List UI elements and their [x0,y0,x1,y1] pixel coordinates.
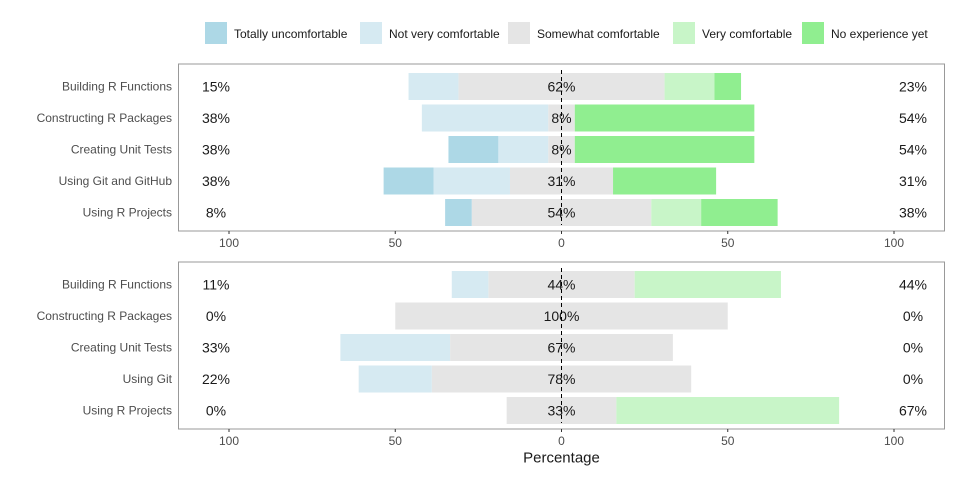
panel-2-bar-5-seg-4 [616,397,840,424]
panel-1-center-pct-label: 31% [547,173,575,189]
panel-1-left-pct-label: 38% [202,110,230,126]
legend-label-5: No experience yet [831,27,928,41]
panel-1-bar-5-seg-1 [445,199,472,226]
panel-1-tick-label: 0 [558,236,565,250]
panel-1-bar-4-neutral-right [561,167,614,195]
panel-1-left-pct-label: 8% [206,205,226,221]
panel-1-category-label: Using R Projects [83,206,172,220]
panel-2-bar-5-neutral-left [506,397,562,424]
panel-1-bar-2-neutral-left [548,104,562,132]
panel-1-bar-3-seg-1 [448,136,499,163]
panel-2-bar-4-neutral-right [561,365,692,393]
panel-2-right-pct-label: 0% [903,308,923,324]
panel-1-bar-2-seg-5 [574,104,755,132]
panel-1-left-pct-label: 38% [202,173,230,189]
panel-2-bar-3-neutral-left [450,334,562,361]
panel-1-right-pct-label: 54% [899,110,927,126]
legend-label-4: Very comfortable [702,27,792,41]
panel-1-bar-2-seg-2 [421,104,549,132]
panel-2-right-pct-label: 44% [899,277,927,293]
panel-2-left-pct-label: 22% [202,371,230,387]
panel-1-bar-2-neutral-right [561,104,575,132]
panel-1-bar-4-seg-5 [613,167,717,195]
panel-1-bar-4-seg-1 [383,167,434,195]
panel-2-bar-1-seg-2 [451,271,489,298]
panel-2-tick-label: 50 [389,434,403,448]
panel-2-category-label: Building R Functions [62,278,172,292]
panel-1-bar-1-seg-4 [664,73,715,100]
x-axis-title: Percentage [523,450,600,467]
panel-1-bar-4-neutral-left [509,167,562,195]
panel-2-bar-2-neutral-left [395,302,562,330]
panel-1-tick-label: 50 [721,236,735,250]
panel-2-bar-1-neutral-left [488,271,562,298]
panel-2-tick-label: 0 [558,434,565,448]
panel-1-right-pct-label: 23% [899,79,927,95]
panel-2-center-pct-label: 100% [544,308,580,324]
panel-1-category-label: Constructing R Packages [37,111,172,125]
panel-2-tick-label: 100 [219,434,239,448]
panel-1-center-pct-label: 8% [551,110,571,126]
panel-2-right-pct-label: 0% [903,340,923,356]
legend-label-3: Somewhat comfortable [537,27,660,41]
panel-1-bar-3-seg-2 [498,136,549,163]
legend-label-2: Not very comfortable [389,27,500,41]
panel-2-left-pct-label: 0% [206,308,226,324]
panel-1-bar-5-neutral-right [561,199,652,226]
panel-2-bar-5-neutral-right [561,397,617,424]
panel-1-bar-1-seg-2 [408,73,459,100]
panel-1-right-pct-label: 38% [899,205,927,221]
panel-1-bar-4-seg-2 [433,167,510,195]
panel-2-right-pct-label: 67% [899,403,927,419]
panel-1-category-label: Using Git and GitHub [59,174,173,188]
panel-1-bar-3-seg-5 [574,136,755,163]
panel-2-bar-3-neutral-right [561,334,673,361]
legend-swatch-2 [360,22,382,44]
panel-1-right-pct-label: 54% [899,142,927,158]
panel-2-bar-1-seg-4 [634,271,781,298]
panel-1-category-label: Creating Unit Tests [71,143,172,157]
panel-2-tick-label: 50 [721,434,735,448]
panel-1-right-pct-label: 31% [899,173,927,189]
panel-2-left-pct-label: 11% [203,277,230,293]
panel-1-tick-label: 100 [219,236,239,250]
panel-2-left-pct-label: 0% [206,403,226,419]
panel-1-category-label: Building R Functions [62,80,172,94]
panel-2-category-label: Using Git [123,372,173,386]
legend-label-1: Totally uncomfortable [234,27,348,41]
panel-2-category-label: Using R Projects [83,404,172,418]
panel-1-tick-label: 50 [389,236,403,250]
panel-1-left-pct-label: 38% [202,142,230,158]
panel-2-bar-4-seg-2 [358,365,432,393]
panel-1-bar-5-seg-4 [651,199,702,226]
panel-1-bar-5-neutral-left [471,199,562,226]
legend-swatch-3 [508,22,530,44]
panel-2-category-label: Constructing R Packages [37,309,172,323]
legend-swatch-5 [802,22,824,44]
panel-2-left-pct-label: 33% [202,340,230,356]
panel-2-category-label: Creating Unit Tests [71,341,172,355]
panel-1-bar-3-neutral-right [561,136,575,163]
panel-2-tick-label: 100 [884,434,904,448]
panel-1-bar-1-neutral-right [561,73,665,100]
panel-2-bar-2-neutral-right [561,302,728,330]
legend-swatch-1 [205,22,227,44]
panel-2-bar-4-neutral-left [431,365,562,393]
panel-1-bar-3-neutral-left [548,136,562,163]
panel-1-tick-label: 100 [884,236,904,250]
panel-2-bar-3-seg-2 [340,334,451,361]
panel-1-bar-5-seg-5 [701,199,778,226]
panel-2-bar-1-neutral-right [561,271,635,298]
panel-1-bar-1-seg-5 [714,73,742,100]
panel-1-left-pct-label: 15% [202,79,230,95]
panel-2-right-pct-label: 0% [903,371,923,387]
panel-1-bar-1-neutral-left [458,73,562,100]
panel-2-center-pct-label: 78% [547,371,575,387]
legend-swatch-4 [673,22,695,44]
